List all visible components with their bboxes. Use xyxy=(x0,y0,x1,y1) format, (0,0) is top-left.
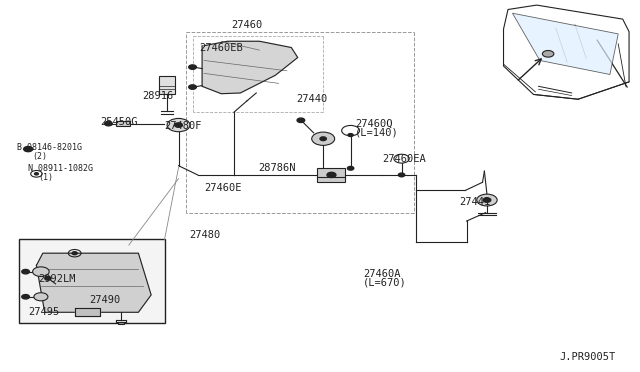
Circle shape xyxy=(483,198,491,202)
Circle shape xyxy=(24,147,33,152)
Circle shape xyxy=(35,173,38,175)
Circle shape xyxy=(72,252,77,255)
Circle shape xyxy=(320,137,326,141)
Circle shape xyxy=(189,65,196,69)
Text: 27460EB: 27460EB xyxy=(199,42,243,52)
Circle shape xyxy=(33,267,49,276)
Bar xyxy=(116,121,130,126)
Circle shape xyxy=(312,132,335,145)
Text: J.PR9005T: J.PR9005T xyxy=(559,352,615,362)
Circle shape xyxy=(348,134,353,137)
Bar xyxy=(159,76,175,94)
Text: 27460Q: 27460Q xyxy=(355,119,392,129)
Circle shape xyxy=(22,269,29,274)
Text: 27460EA: 27460EA xyxy=(383,154,426,164)
Text: 27440: 27440 xyxy=(297,94,328,104)
Circle shape xyxy=(189,85,196,89)
Text: (1): (1) xyxy=(38,173,53,182)
Polygon shape xyxy=(75,308,100,316)
Bar xyxy=(118,322,124,324)
Text: B 08146-8201G: B 08146-8201G xyxy=(17,143,83,152)
Text: (2): (2) xyxy=(32,152,47,161)
Text: 27480F: 27480F xyxy=(164,121,202,131)
Circle shape xyxy=(477,194,497,206)
Circle shape xyxy=(175,123,182,127)
Circle shape xyxy=(167,118,190,132)
Text: 27441: 27441 xyxy=(459,196,490,206)
Text: 28916: 28916 xyxy=(142,90,173,100)
Circle shape xyxy=(297,118,305,122)
Polygon shape xyxy=(202,41,298,94)
Circle shape xyxy=(542,51,554,57)
Text: 27495: 27495 xyxy=(28,307,60,317)
Text: 27490: 27490 xyxy=(90,295,120,305)
Bar xyxy=(317,168,346,182)
Circle shape xyxy=(34,293,48,301)
Text: 27480: 27480 xyxy=(189,230,221,240)
Text: 27460E: 27460E xyxy=(204,183,242,193)
Circle shape xyxy=(104,121,112,126)
Circle shape xyxy=(45,276,51,280)
Text: 27460: 27460 xyxy=(231,20,262,31)
Circle shape xyxy=(22,295,29,299)
Text: 28786N: 28786N xyxy=(258,163,296,173)
Circle shape xyxy=(348,166,354,170)
Text: N 08911-1082G: N 08911-1082G xyxy=(28,164,93,173)
Circle shape xyxy=(327,172,336,177)
Polygon shape xyxy=(513,13,618,74)
Text: (L=140): (L=140) xyxy=(355,128,399,138)
Text: (L=670): (L=670) xyxy=(364,278,407,288)
Polygon shape xyxy=(36,253,151,312)
Text: 25450G: 25450G xyxy=(100,118,138,128)
Bar xyxy=(19,239,164,323)
Circle shape xyxy=(398,173,404,177)
Text: 2992LM: 2992LM xyxy=(38,274,76,284)
Text: 27460A: 27460A xyxy=(364,269,401,279)
